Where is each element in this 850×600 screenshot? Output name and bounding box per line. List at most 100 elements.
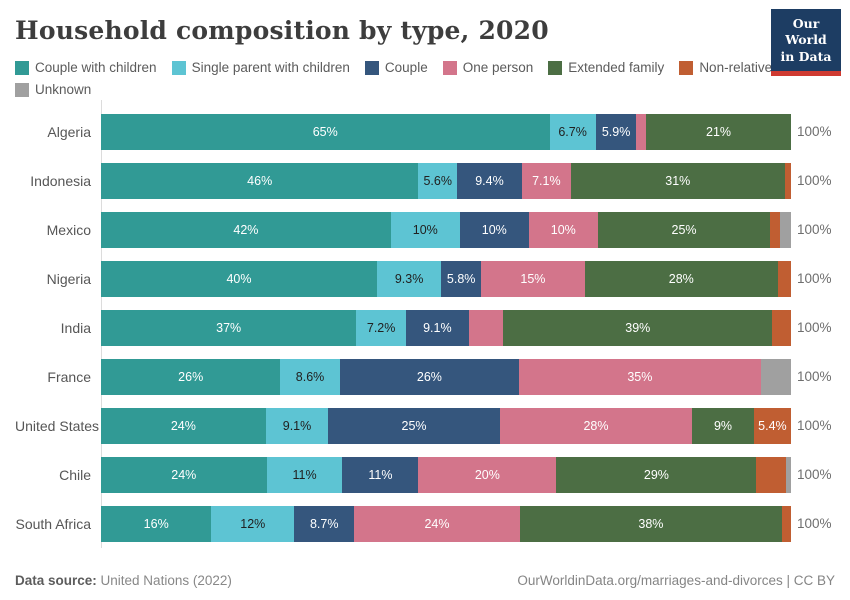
bar-segment-couple-with-children[interactable]: 42% — [101, 211, 391, 248]
legend: Couple with children Single parent with c… — [15, 60, 810, 97]
bar-segment-extended-family[interactable]: 38% — [519, 505, 782, 542]
bar-segment-extended-family[interactable]: 25% — [597, 211, 771, 248]
bar-segment-extended-family[interactable]: 29% — [556, 456, 757, 493]
bar-segment-extended-family[interactable]: 39% — [503, 309, 773, 346]
bar-segment-single-parent-with-children[interactable]: 9.1% — [265, 407, 329, 444]
segment-value-label: 21% — [706, 124, 732, 139]
legend-item-couple-with-children[interactable]: Couple with children — [15, 60, 157, 75]
bar-segment-non-relatives[interactable] — [777, 260, 791, 297]
bar-segment-single-parent-with-children[interactable]: 11% — [266, 456, 343, 493]
cc-by-link[interactable]: OurWorldinData.org/marriages-and-divorce… — [517, 573, 835, 588]
segment-value-label: 26% — [178, 369, 204, 384]
category-label: Indonesia — [30, 172, 91, 189]
legend-label: One person — [462, 60, 534, 75]
bar-segment-couple[interactable]: 8.7% — [294, 505, 355, 542]
bar-segment-single-parent-with-children[interactable]: 5.6% — [418, 162, 458, 199]
bar-segment-couple[interactable]: 5.8% — [441, 260, 482, 297]
bar-segment-couple-with-children[interactable]: 37% — [101, 309, 357, 346]
bar-segment-non-relatives[interactable]: 5.4% — [753, 407, 791, 444]
bar-segment-one-person[interactable]: 10% — [528, 211, 598, 248]
legend-item-couple[interactable]: Couple — [364, 60, 428, 75]
segment-value-label: 12% — [240, 516, 266, 531]
legend-label: Unknown — [35, 82, 92, 97]
bar-segment-extended-family[interactable]: 31% — [570, 162, 785, 199]
bar-segment-couple[interactable]: 25% — [328, 407, 500, 444]
segment-value-label: 24% — [171, 467, 197, 482]
bar-segment-non-relatives[interactable] — [772, 309, 791, 346]
bar-segment-couple-with-children[interactable]: 46% — [101, 162, 419, 199]
bar-segment-one-person[interactable] — [636, 113, 647, 150]
bar-segment-one-person[interactable]: 15% — [481, 260, 585, 297]
category-label: Mexico — [46, 221, 91, 238]
legend-swatch-icon — [15, 60, 29, 75]
bar-segment-couple-with-children[interactable]: 16% — [101, 505, 212, 542]
legend-swatch-icon — [548, 60, 563, 75]
row-total-label: 100% — [797, 418, 832, 433]
stacked-bar: 65% 6.7% 5.9% 21% — [101, 113, 791, 150]
segment-value-label: 24% — [170, 418, 196, 433]
bar-segment-extended-family[interactable]: 9% — [692, 407, 754, 444]
segment-value-label: 11% — [292, 467, 317, 482]
row-total-label: 100% — [797, 124, 832, 139]
segment-value-label: 9.1% — [423, 320, 452, 335]
bar-segment-extended-family[interactable]: 28% — [584, 260, 778, 297]
owid-logo[interactable]: Our World in Data — [771, 9, 841, 76]
category-label: India — [60, 319, 91, 336]
bar-segment-single-parent-with-children[interactable]: 12% — [211, 505, 295, 542]
bar-segment-couple[interactable]: 10% — [459, 211, 529, 248]
bar-segment-unknown[interactable] — [786, 456, 791, 493]
bar-segment-extended-family[interactable]: 21% — [646, 113, 791, 150]
bar-segment-single-parent-with-children[interactable]: 9.3% — [377, 260, 442, 297]
segment-value-label: 38% — [638, 516, 664, 531]
bar-segment-one-person[interactable]: 24% — [354, 505, 520, 542]
bar-segment-non-relatives[interactable] — [781, 505, 791, 542]
bar-segment-single-parent-with-children[interactable]: 10% — [390, 211, 460, 248]
bar-segment-non-relatives[interactable] — [770, 211, 780, 248]
segment-value-label: 10% — [412, 222, 438, 237]
bar-segment-one-person[interactable]: 7.1% — [521, 162, 571, 199]
stacked-bar: 26% 8.6% 26% 35% — [101, 358, 791, 395]
bar-segment-unknown[interactable] — [760, 358, 791, 395]
segment-value-label: 28% — [668, 271, 694, 286]
bar-segment-couple[interactable]: 5.9% — [595, 113, 637, 150]
bar-segment-one-person[interactable]: 28% — [499, 407, 693, 444]
segment-value-label: 16% — [143, 516, 169, 531]
bar-segment-couple-with-children[interactable]: 65% — [101, 113, 550, 150]
bar-segment-single-parent-with-children[interactable]: 6.7% — [549, 113, 596, 150]
bar-segment-one-person[interactable]: 35% — [519, 358, 761, 395]
bar-segment-couple[interactable]: 11% — [342, 456, 419, 493]
bar-segment-couple-with-children[interactable]: 26% — [101, 358, 281, 395]
category-label: France — [47, 368, 91, 385]
bar-segment-single-parent-with-children[interactable]: 8.6% — [280, 358, 340, 395]
category-label: Nigeria — [46, 270, 91, 287]
bar-segment-one-person[interactable]: 20% — [418, 456, 557, 493]
legend-item-unknown[interactable]: Unknown — [15, 82, 91, 97]
segment-value-label: 15% — [520, 271, 546, 286]
bar-segment-non-relatives[interactable] — [756, 456, 787, 493]
bar-segment-couple[interactable]: 9.1% — [405, 309, 469, 346]
page-title: Household composition by type, 2020 — [15, 16, 549, 45]
segment-value-label: 9.1% — [282, 418, 312, 433]
bar-segment-unknown[interactable] — [779, 211, 791, 248]
legend-item-single-parent-with-children[interactable]: Single parent with children — [171, 60, 350, 75]
legend-item-non-relatives[interactable]: Non-relatives — [679, 60, 779, 75]
chart-row-south-africa: South Africa 16% 12% 8.7% 24% 38% 100% — [15, 499, 835, 548]
segment-value-label: 9% — [713, 418, 733, 433]
stacked-bar: 24% 9.1% 25% 28% 9% 5.4% — [101, 407, 791, 444]
legend-item-one-person[interactable]: One person — [442, 60, 534, 75]
bar-segment-couple-with-children[interactable]: 40% — [101, 260, 377, 297]
legend-swatch-icon — [171, 60, 186, 75]
bar-segment-couple[interactable]: 26% — [339, 358, 520, 395]
bar-segment-single-parent-with-children[interactable]: 7.2% — [356, 309, 406, 346]
segment-value-label: 35% — [627, 369, 653, 384]
bar-segment-one-person[interactable] — [468, 309, 504, 346]
stacked-bar: 40% 9.3% 5.8% 15% 28% — [101, 260, 791, 297]
row-total-label: 100% — [797, 320, 832, 335]
bar-segment-non-relatives[interactable] — [784, 162, 791, 199]
stacked-bar: 16% 12% 8.7% 24% 38% — [101, 505, 791, 542]
bar-segment-couple-with-children[interactable]: 24% — [101, 407, 266, 444]
bar-segment-couple[interactable]: 9.4% — [457, 162, 522, 199]
legend-item-extended-family[interactable]: Extended family — [548, 60, 664, 75]
bar-segment-couple-with-children[interactable]: 24% — [101, 456, 267, 493]
